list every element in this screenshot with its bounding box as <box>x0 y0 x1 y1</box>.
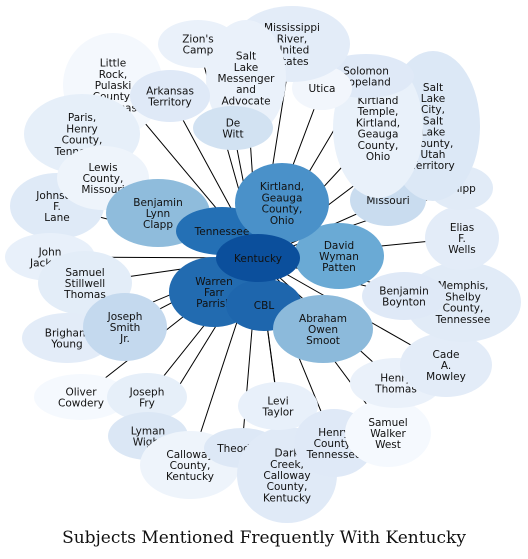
node-label: Utica <box>309 83 336 95</box>
node-bubble <box>362 272 446 320</box>
node-dewitt[interactable]: De Witt <box>193 106 273 150</box>
node-bubble <box>294 223 384 289</box>
node-label: Samuel Stillwell Thomas <box>63 267 106 301</box>
node-bubble <box>34 374 128 420</box>
node-label: Kirtland, Geauga County, Ohio <box>260 181 304 227</box>
node-label: Arkansas Territory <box>146 85 194 108</box>
node-david-patten[interactable]: David Wyman Patten <box>294 223 384 289</box>
node-bubble <box>107 373 187 421</box>
node-kirtland-ohio[interactable]: Kirtland, Geauga County, Ohio <box>235 163 329 243</box>
node-label: Samuel Walker West <box>368 417 407 451</box>
node-abraham-smoot[interactable]: Abraham Owen Smoot <box>273 295 373 363</box>
node-zions-camp[interactable]: Zion's Camp <box>158 20 238 68</box>
node-elias-wells[interactable]: Elias F. Wells <box>425 206 499 270</box>
node-label: Warren Farr Parrish <box>195 276 232 310</box>
node-label: Abraham Owen Smoot <box>299 313 347 347</box>
node-bubble <box>83 293 167 361</box>
node-bubble <box>345 399 431 467</box>
node-label: Elias F. Wells <box>448 222 476 256</box>
bubbles-layer: LittleRock,PulaskiCounty,ArkansasParis,H… <box>5 6 521 523</box>
node-benjamin-boynton[interactable]: Benjamin Boynton <box>362 272 446 320</box>
node-label: Missouri <box>366 195 409 207</box>
node-joseph-smith[interactable]: Joseph Smith Jr. <box>83 293 167 361</box>
node-label: Kirtland Temple, Kirtland, Geauga County, Ohi… <box>356 95 400 163</box>
node-label: Dark Creek, Calloway County, Kentucky <box>263 448 311 505</box>
node-label: Salt Lake Messenger and Advocate <box>217 51 275 108</box>
node-bubble <box>216 234 300 282</box>
node-label: Henry County, Tennessee <box>306 427 362 461</box>
node-kentucky[interactable]: Kentucky <box>216 234 300 282</box>
node-label: Joseph Smith Jr. <box>107 311 143 345</box>
node-label: Oliver Cowdery <box>58 386 104 409</box>
node-label: Memphis, Shelby County, Tennessee <box>435 280 491 326</box>
node-label: Zion's Camp <box>182 33 214 56</box>
diagram-title: Subjects Mentioned Frequently With Kentu… <box>62 528 466 548</box>
node-label: Tennessee <box>194 226 250 238</box>
node-oliver-cowdery[interactable]: Oliver Cowdery <box>34 374 128 420</box>
node-label: Joseph Fry <box>129 386 165 409</box>
node-label: Levi Taylor <box>262 395 295 418</box>
node-label: Benjamin Lynn Clapp <box>133 197 182 231</box>
node-bubble <box>193 106 273 150</box>
node-label: CBL <box>254 300 275 312</box>
node-label: Kentucky <box>234 253 282 265</box>
node-bubble <box>425 206 499 270</box>
node-bubble <box>235 163 329 243</box>
node-label: Benjamin Boynton <box>379 285 428 308</box>
node-arkansas-territory[interactable]: Arkansas Territory <box>130 70 210 122</box>
node-label: Lewis County, Missouri <box>81 162 124 196</box>
node-label: Brigham Young <box>45 327 89 350</box>
node-label: Salt Lake City, Salt Lake County, Utah Territor… <box>410 82 455 172</box>
node-label: Calloway County, Kentucky <box>166 449 214 483</box>
node-label: David Wyman Patten <box>319 240 359 274</box>
node-bubble <box>158 20 238 68</box>
node-cade-mowley[interactable]: Cade A. Mowley <box>400 333 492 397</box>
node-bubble <box>273 295 373 363</box>
node-bubble <box>400 333 492 397</box>
node-samuel-west[interactable]: Samuel Walker West <box>345 399 431 467</box>
node-bubble <box>130 70 210 122</box>
node-label: Solomon Copeland <box>341 65 391 88</box>
node-label: De Witt <box>222 117 243 140</box>
node-levi-taylor[interactable]: Levi Taylor <box>238 382 318 430</box>
node-joseph-fry[interactable]: Joseph Fry <box>107 373 187 421</box>
node-bubble <box>238 382 318 430</box>
node-label: Cade A. Mowley <box>426 349 466 383</box>
